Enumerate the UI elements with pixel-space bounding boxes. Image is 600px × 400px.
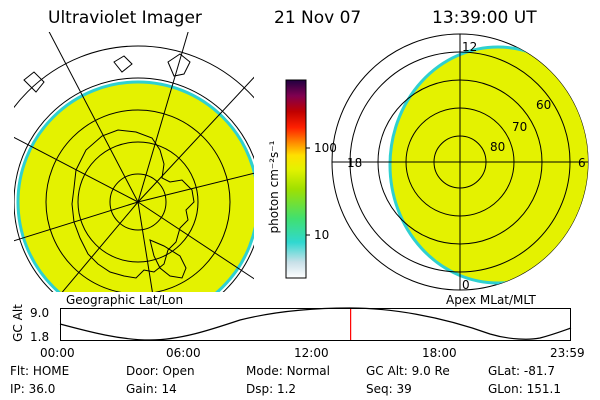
orbit-ytick-max: 9.0 — [30, 306, 50, 320]
orbit-ylabel: GC Alt — [11, 304, 25, 342]
instrument-title: Ultraviolet Imager — [48, 8, 202, 28]
date-label: 21 Nov 07 — [274, 8, 362, 28]
status-door: Door: Open — [126, 364, 195, 378]
mlat-label-80: 80 — [490, 140, 506, 154]
status-ip: IP: 36.0 — [10, 382, 56, 396]
geographic-caption: Geographic Lat/Lon — [66, 293, 184, 307]
apex-mlat-mlt-map — [331, 33, 589, 291]
altitude-curve — [59, 307, 572, 341]
mlat-label-70: 70 — [512, 120, 528, 134]
status-flt: Flt: HOME — [10, 364, 70, 378]
mlt-label-12: 12 — [462, 40, 478, 54]
orbit-xtick-4: 23:59 — [550, 346, 585, 360]
orbit-ytick-min: 1.8 — [30, 330, 50, 344]
status-glat: GLat: -81.7 — [488, 364, 555, 378]
mlt-label-6: 6 — [578, 156, 586, 170]
orbit-xtick-1: 06:00 — [166, 346, 201, 360]
status-gc-alt: GC Alt: 9.0 Re — [366, 364, 450, 378]
geographic-map — [14, 32, 254, 292]
aurora-disk-apex — [388, 45, 588, 285]
orbit-xtick-0: 00:00 — [40, 346, 75, 360]
colorbar-tick-100: 100 — [314, 141, 337, 155]
colorbar-tick-10: 10 — [314, 228, 330, 242]
colorbar — [285, 79, 310, 279]
mlt-label-18: 18 — [347, 156, 363, 170]
mlat-label-60: 60 — [536, 98, 552, 112]
mlt-label-0: 0 — [462, 278, 470, 292]
status-glon: GLon: 151.1 — [488, 382, 561, 396]
time-label: 13:39:00 UT — [432, 8, 537, 28]
coastline — [71, 129, 195, 279]
apex-caption: Apex MLat/MLT — [446, 293, 536, 307]
orbit-xtick-3: 18:00 — [422, 346, 457, 360]
status-gain: Gain: 14 — [126, 382, 177, 396]
status-mode: Mode: Normal — [246, 364, 330, 378]
status-dsp: Dsp: 1.2 — [246, 382, 297, 396]
status-seq: Seq: 39 — [366, 382, 412, 396]
orbit-altitude-plot — [59, 307, 572, 341]
orbit-xtick-2: 12:00 — [294, 346, 329, 360]
colorbar-unit-label: photon cm⁻²s⁻¹ — [267, 140, 281, 234]
